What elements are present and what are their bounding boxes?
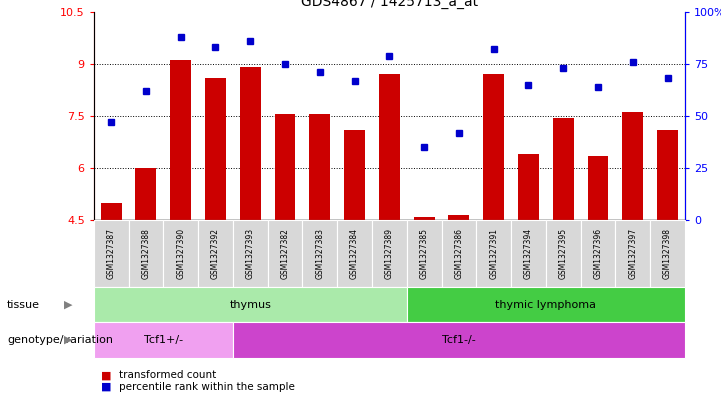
Bar xyxy=(101,203,122,220)
Text: ▶: ▶ xyxy=(63,335,72,345)
Bar xyxy=(580,220,616,287)
Text: GSM1327396: GSM1327396 xyxy=(593,228,603,279)
Text: genotype/variation: genotype/variation xyxy=(7,335,113,345)
Text: GSM1327390: GSM1327390 xyxy=(176,228,185,279)
Bar xyxy=(407,287,685,322)
Bar xyxy=(205,78,226,220)
Bar xyxy=(233,322,685,358)
Bar xyxy=(94,322,233,358)
Bar xyxy=(136,168,156,220)
Text: Tcf1-/-: Tcf1-/- xyxy=(442,335,476,345)
Bar xyxy=(128,220,163,287)
Text: GSM1327398: GSM1327398 xyxy=(663,228,672,279)
Bar xyxy=(94,220,128,287)
Bar xyxy=(546,220,580,287)
Bar xyxy=(477,220,511,287)
Bar xyxy=(344,130,365,220)
Text: thymus: thymus xyxy=(229,299,271,310)
Bar xyxy=(650,220,685,287)
Bar xyxy=(622,112,643,220)
Text: GSM1327397: GSM1327397 xyxy=(628,228,637,279)
Bar xyxy=(267,220,302,287)
Bar xyxy=(616,220,650,287)
Bar xyxy=(379,74,399,220)
Text: GSM1327384: GSM1327384 xyxy=(350,228,359,279)
Bar xyxy=(372,220,407,287)
Bar xyxy=(588,156,609,220)
Text: GSM1327388: GSM1327388 xyxy=(141,228,151,279)
Bar xyxy=(518,154,539,220)
Text: GSM1327382: GSM1327382 xyxy=(280,228,290,279)
Text: ■: ■ xyxy=(101,370,112,380)
Bar xyxy=(302,220,337,287)
Bar xyxy=(94,287,407,322)
Bar xyxy=(198,220,233,287)
Bar xyxy=(511,220,546,287)
Bar xyxy=(275,114,296,220)
Text: GSM1327391: GSM1327391 xyxy=(489,228,498,279)
Bar xyxy=(337,220,372,287)
Text: ▶: ▶ xyxy=(63,299,72,310)
Text: GSM1327392: GSM1327392 xyxy=(211,228,220,279)
Bar xyxy=(414,217,435,220)
Text: GSM1327394: GSM1327394 xyxy=(524,228,533,279)
Text: transformed count: transformed count xyxy=(119,370,216,380)
Text: thymic lymphoma: thymic lymphoma xyxy=(495,299,596,310)
Text: GSM1327395: GSM1327395 xyxy=(559,228,567,279)
Bar xyxy=(170,61,191,220)
Bar xyxy=(441,220,477,287)
Bar xyxy=(448,215,469,220)
Text: GSM1327386: GSM1327386 xyxy=(454,228,464,279)
Text: GSM1327385: GSM1327385 xyxy=(420,228,428,279)
Text: GSM1327389: GSM1327389 xyxy=(385,228,394,279)
Text: GSM1327383: GSM1327383 xyxy=(315,228,324,279)
Bar xyxy=(163,220,198,287)
Text: tissue: tissue xyxy=(7,299,40,310)
Text: GSM1327387: GSM1327387 xyxy=(107,228,115,279)
Bar xyxy=(233,220,267,287)
Bar xyxy=(483,74,504,220)
Bar xyxy=(240,67,261,220)
Bar xyxy=(309,114,330,220)
Bar xyxy=(553,118,574,220)
Text: ■: ■ xyxy=(101,382,112,392)
Title: GDS4867 / 1425713_a_at: GDS4867 / 1425713_a_at xyxy=(301,0,478,9)
Bar xyxy=(407,220,441,287)
Text: GSM1327393: GSM1327393 xyxy=(246,228,255,279)
Text: percentile rank within the sample: percentile rank within the sample xyxy=(119,382,295,392)
Text: Tcf1+/-: Tcf1+/- xyxy=(143,335,183,345)
Bar xyxy=(657,130,678,220)
